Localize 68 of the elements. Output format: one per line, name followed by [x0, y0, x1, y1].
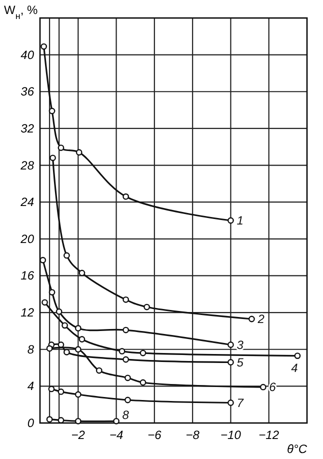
- point: [118, 348, 126, 354]
- x-tick-label: −6: [148, 428, 162, 442]
- series-label: 1: [236, 214, 244, 228]
- series-label: 2: [256, 312, 265, 326]
- point: [140, 350, 146, 356]
- point: [122, 326, 130, 334]
- y-axis-title: W$_{н}$, %: [4, 3, 38, 21]
- point: [140, 379, 146, 386]
- point: [46, 416, 53, 423]
- point: [62, 322, 68, 329]
- series-label: 4: [291, 360, 298, 375]
- point: [58, 417, 64, 424]
- y-tick-label: 36: [20, 84, 34, 99]
- point: [228, 342, 234, 348]
- point: [113, 418, 120, 424]
- point: [58, 144, 64, 151]
- y-tick-label: 8: [27, 342, 34, 356]
- point: [50, 154, 56, 162]
- point: [260, 384, 266, 390]
- point: [78, 270, 86, 276]
- point: [74, 324, 82, 332]
- point: [48, 386, 55, 392]
- series-label: 3: [236, 338, 244, 352]
- point: [96, 367, 102, 374]
- point: [40, 43, 48, 50]
- point: [74, 391, 82, 398]
- x-tick-label: −10: [220, 428, 242, 442]
- point: [74, 418, 82, 424]
- y-tick-label: 32: [20, 121, 34, 136]
- point: [122, 296, 130, 303]
- point: [228, 400, 234, 406]
- point: [124, 374, 131, 382]
- point: [294, 352, 301, 360]
- point: [63, 348, 70, 356]
- point: [228, 359, 234, 366]
- point: [122, 356, 130, 363]
- y-tick-label: 20: [20, 232, 34, 246]
- y-tick-label: 28: [20, 158, 34, 172]
- point: [63, 252, 70, 259]
- y-tick-label: 0: [27, 416, 34, 430]
- point: [40, 256, 46, 264]
- point: [122, 193, 130, 200]
- series-label: 7: [236, 396, 245, 410]
- x-tick-label: −2: [71, 428, 86, 442]
- series-label: 5: [236, 355, 244, 370]
- x-axis-title: θ°C: [287, 442, 308, 456]
- point: [48, 289, 56, 296]
- point: [42, 299, 48, 306]
- point: [58, 388, 64, 395]
- point: [78, 336, 86, 342]
- point: [228, 217, 234, 224]
- x-tick-label: −4: [109, 428, 124, 442]
- x-tick-label: −12: [258, 428, 280, 442]
- y-tick-label: 12: [20, 306, 34, 320]
- point: [248, 316, 255, 322]
- series-label: 8: [122, 408, 130, 422]
- y-tick-label: 4: [27, 379, 34, 394]
- point: [56, 308, 62, 315]
- point: [74, 346, 82, 353]
- point: [48, 108, 56, 114]
- y-tick-label: 40: [20, 48, 34, 62]
- point: [124, 396, 131, 404]
- y-tick-label: 24: [20, 195, 34, 210]
- x-tick-label: −8: [186, 428, 200, 442]
- point: [144, 304, 150, 310]
- point: [46, 345, 53, 352]
- y-tick-label: 16: [20, 268, 34, 283]
- point: [76, 149, 82, 156]
